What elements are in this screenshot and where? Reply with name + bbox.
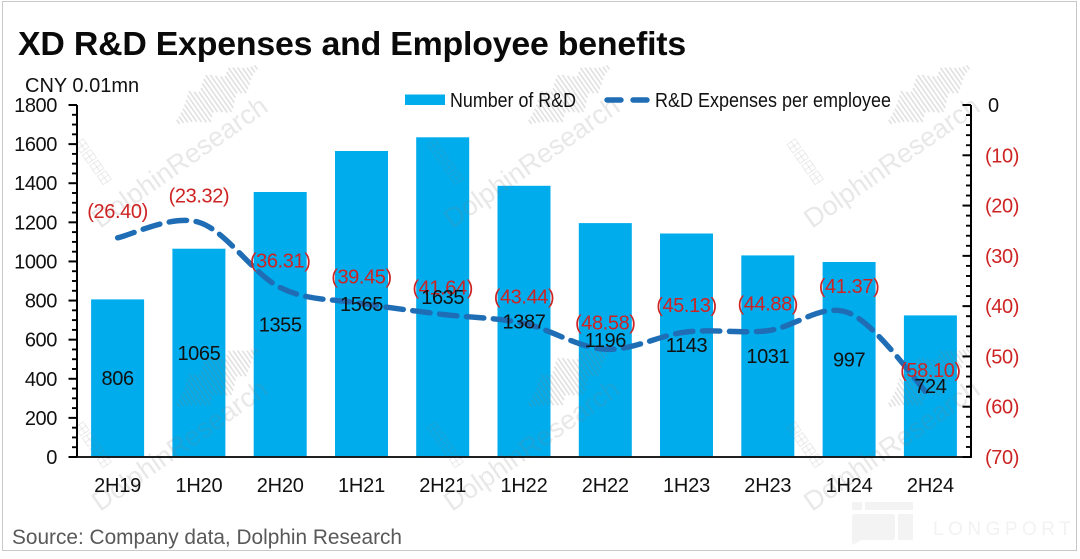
- svg-text:Source: Company data, Dolphin: Source: Company data, Dolphin Research: [12, 526, 402, 549]
- svg-text:806: 806: [102, 368, 134, 390]
- svg-text:(48.58): (48.58): [575, 312, 636, 334]
- svg-text:1565: 1565: [340, 294, 383, 316]
- svg-text:CNY 0.01mn: CNY 0.01mn: [25, 75, 139, 97]
- svg-text:(43.44): (43.44): [494, 286, 555, 308]
- svg-text:(40): (40): [985, 296, 1019, 318]
- svg-text:1400: 1400: [14, 173, 57, 195]
- svg-text:(23.32): (23.32): [169, 185, 230, 207]
- svg-text:(10): (10): [985, 145, 1019, 167]
- svg-text:LONGPORT: LONGPORT: [933, 519, 1075, 540]
- svg-text:(26.40): (26.40): [87, 201, 148, 223]
- svg-text:800: 800: [25, 291, 57, 313]
- svg-text:0: 0: [988, 95, 999, 117]
- svg-text:2H23: 2H23: [744, 475, 791, 497]
- svg-text:1143: 1143: [666, 335, 708, 357]
- svg-text:1H22: 1H22: [500, 475, 547, 497]
- svg-text:(58.10): (58.10): [900, 360, 961, 382]
- svg-text:(36.31): (36.31): [250, 251, 311, 273]
- svg-text:(41.37): (41.37): [819, 276, 880, 298]
- svg-text:1065: 1065: [177, 343, 220, 365]
- svg-text:1200: 1200: [14, 212, 57, 234]
- svg-text:(60): (60): [985, 397, 1019, 419]
- svg-text:2H21: 2H21: [419, 475, 466, 497]
- svg-text:1635: 1635: [421, 287, 464, 309]
- svg-text:2H19: 2H19: [94, 475, 141, 497]
- svg-text:997: 997: [833, 350, 865, 372]
- svg-text:600: 600: [25, 330, 57, 352]
- svg-text:XD R&D Expenses and Employee b: XD R&D Expenses and Employee benefits: [18, 25, 686, 62]
- svg-text:R&D Expenses per employee: R&D Expenses per employee: [655, 90, 891, 112]
- svg-text:1H21: 1H21: [338, 475, 385, 497]
- svg-text:2H22: 2H22: [582, 475, 629, 497]
- svg-text:400: 400: [25, 369, 57, 391]
- svg-text:(30): (30): [985, 246, 1019, 268]
- svg-text:(39.45): (39.45): [331, 266, 392, 288]
- svg-text:1600: 1600: [14, 134, 57, 156]
- svg-text:1355: 1355: [259, 315, 302, 337]
- svg-text:2H20: 2H20: [257, 475, 304, 497]
- svg-text:(41.64): (41.64): [412, 277, 473, 299]
- svg-text:0: 0: [46, 447, 57, 469]
- svg-text:2H24: 2H24: [907, 475, 954, 497]
- svg-text:(45.13): (45.13): [656, 295, 717, 317]
- svg-text:1196: 1196: [585, 330, 627, 352]
- svg-text:1000: 1000: [14, 251, 57, 273]
- svg-text:1031: 1031: [746, 346, 789, 368]
- svg-text:(50): (50): [985, 346, 1019, 368]
- svg-text:Number of R&D: Number of R&D: [450, 90, 576, 112]
- svg-text:(20): (20): [985, 196, 1019, 218]
- svg-text:1H23: 1H23: [663, 475, 710, 497]
- svg-text:1H20: 1H20: [175, 475, 222, 497]
- svg-text:1387: 1387: [503, 311, 546, 333]
- svg-text:(70): (70): [985, 447, 1019, 469]
- svg-text:200: 200: [25, 408, 57, 430]
- svg-text:(44.88): (44.88): [738, 294, 799, 316]
- svg-text:1H24: 1H24: [826, 475, 873, 497]
- svg-text:1800: 1800: [14, 95, 57, 117]
- svg-text:724: 724: [914, 376, 946, 398]
